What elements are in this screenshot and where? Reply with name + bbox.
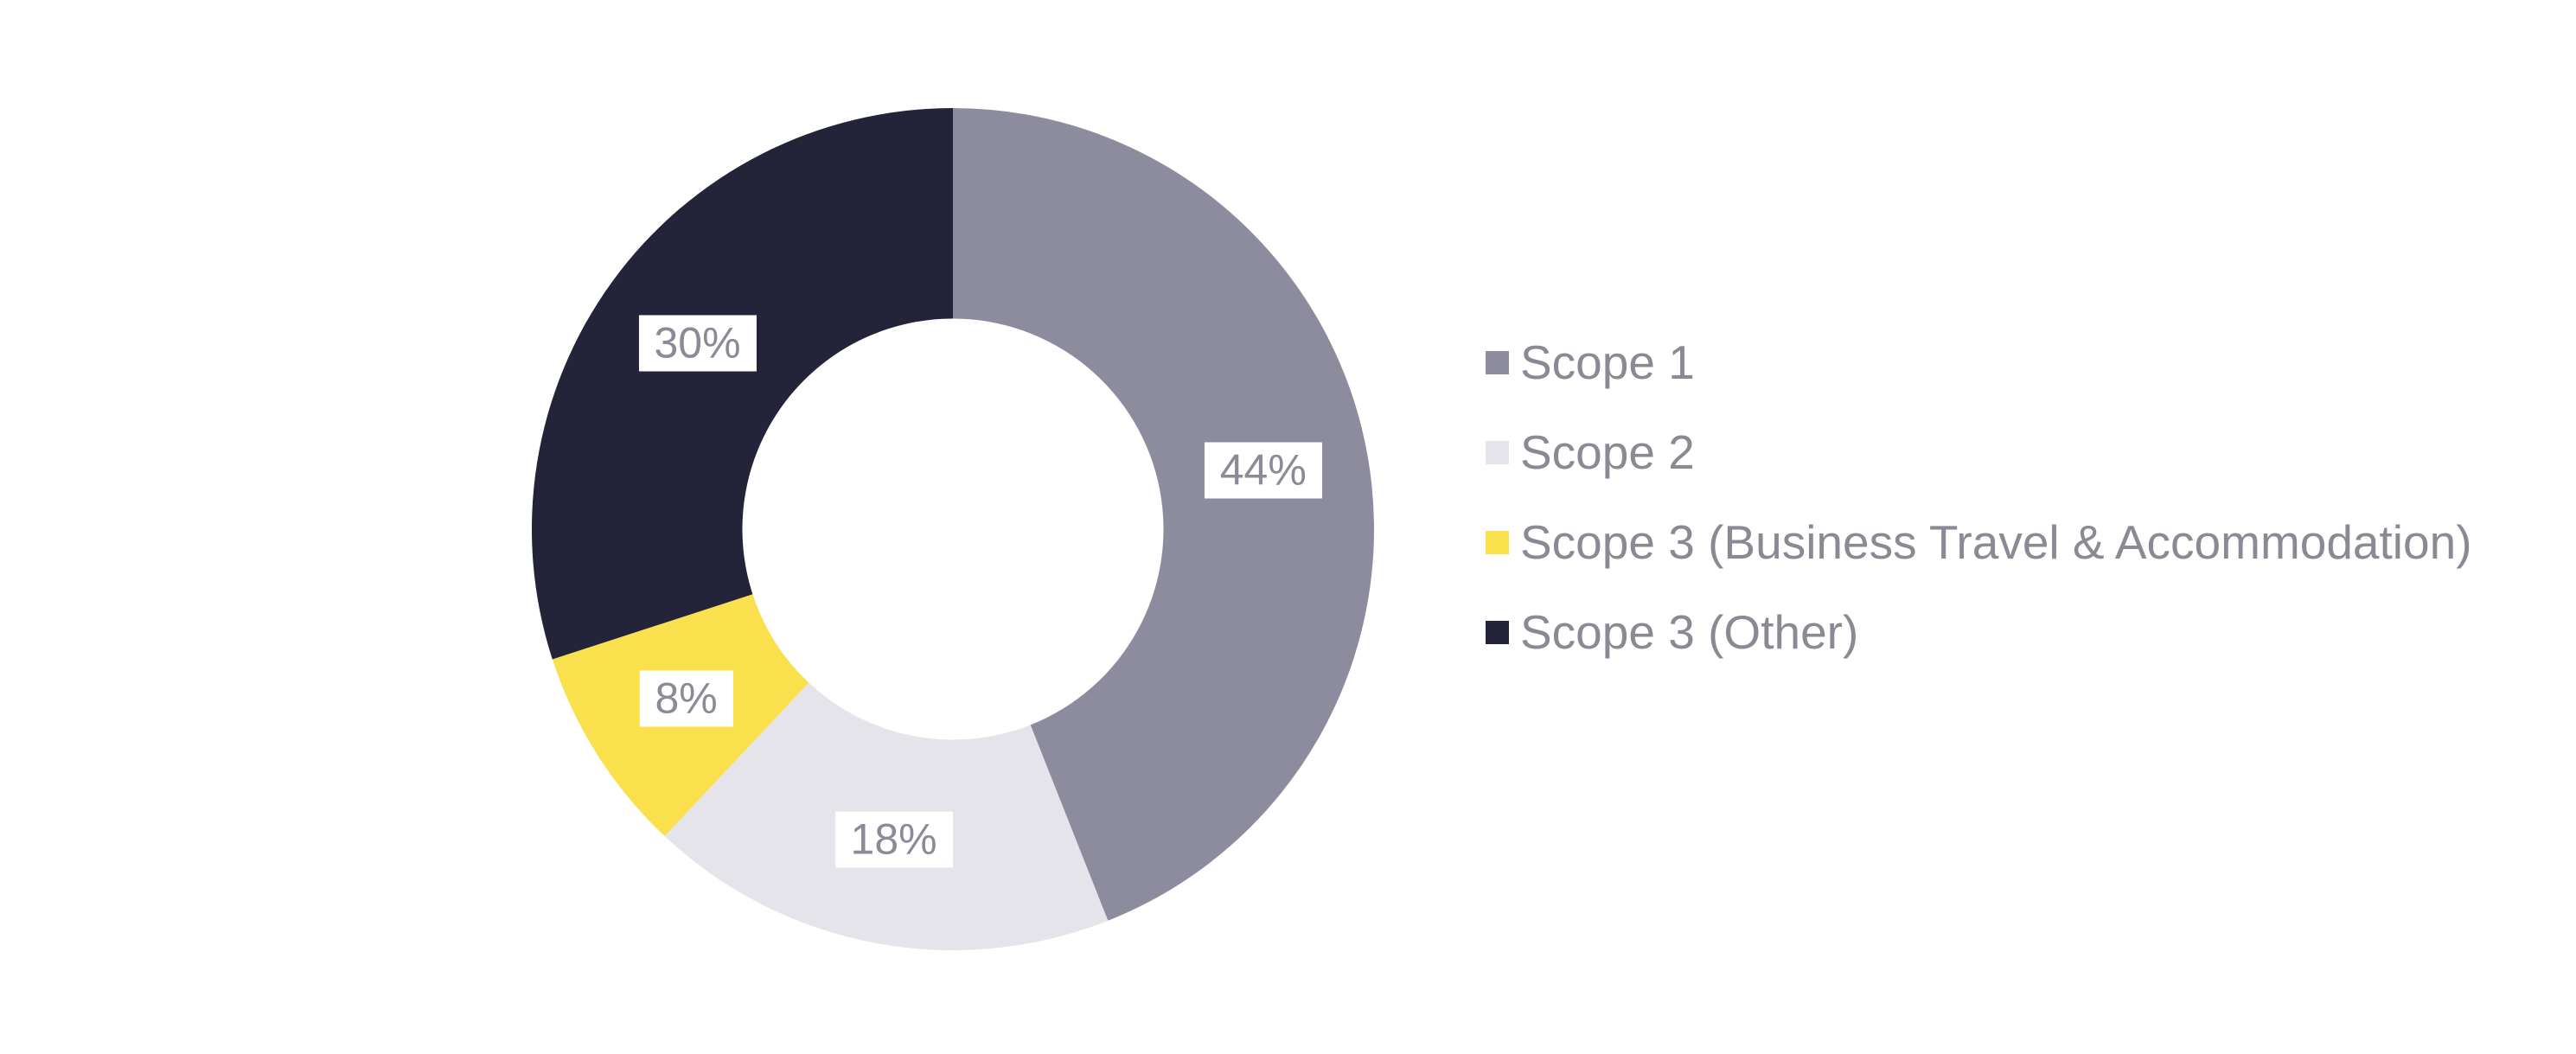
slice-data-label: 44% [1204, 442, 1322, 499]
chart-legend: Scope 1 Scope 2 Scope 3 (Business Travel &… [1486, 334, 2472, 693]
legend-label: Scope 3 (Business Travel & Accommodation… [1520, 514, 2472, 569]
legend-item: Scope 2 [1486, 424, 2472, 481]
legend-item: Scope 3 (Other) [1486, 604, 2472, 661]
legend-item: Scope 3 (Business Travel & Accommodation… [1486, 514, 2472, 571]
legend-swatch-icon [1486, 350, 1509, 374]
legend-label: Scope 3 (Other) [1520, 604, 1859, 659]
slice-data-label: 30% [638, 315, 757, 372]
donut-svg [532, 108, 1374, 950]
slice-data-label: 8% [639, 670, 733, 727]
legend-swatch-icon [1486, 530, 1509, 554]
legend-label: Scope 2 [1520, 425, 1695, 479]
legend-label: Scope 1 [1520, 335, 1695, 389]
legend-item: Scope 1 [1486, 334, 2472, 391]
donut-chart: 44% 18% 8% 30% [532, 108, 1374, 950]
donut-slice-1 [953, 108, 1374, 921]
legend-swatch-icon [1486, 440, 1509, 464]
slice-data-label: 18% [834, 811, 953, 868]
donut-slice-4 [532, 108, 953, 660]
legend-swatch-icon [1486, 620, 1509, 644]
